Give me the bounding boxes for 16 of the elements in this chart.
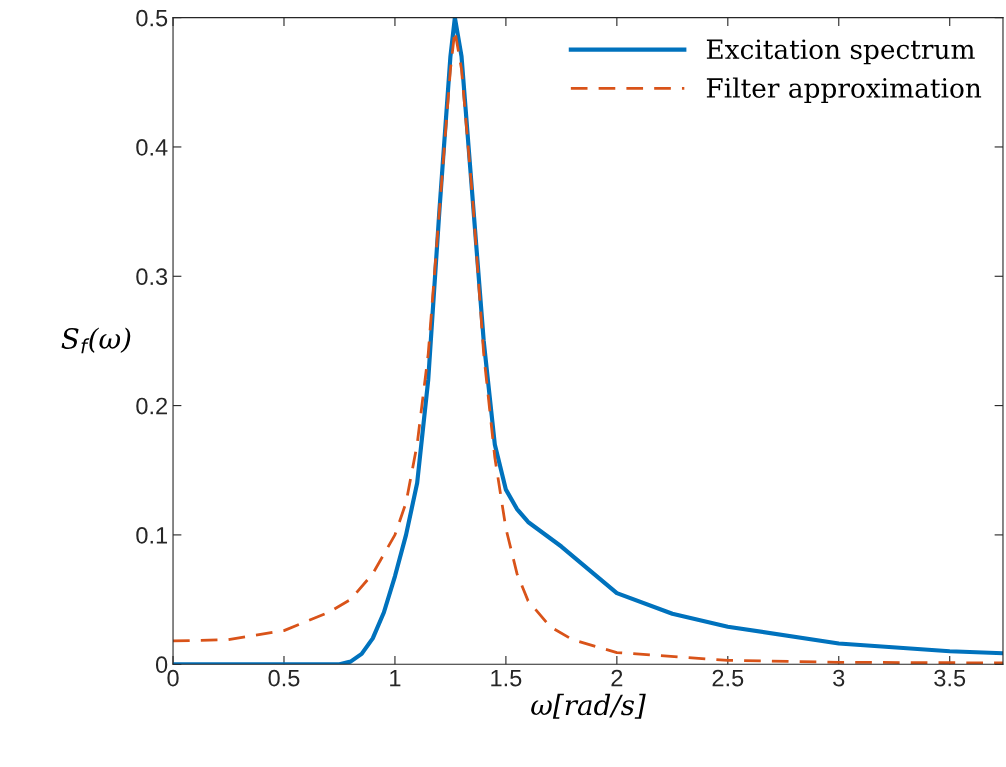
x-tick-label: 0 [167,669,179,687]
x-axis-title: ω[rad/s] [531,693,646,719]
x-tick-label: 2 [611,669,623,687]
x-tick-label: 3 [833,669,845,687]
x-tick-label: 3.5 [934,669,966,687]
x-tick-label: 0.5 [268,669,300,687]
x-tick-label: 2.5 [712,669,744,687]
y-tick-label: 0.4 [136,139,168,156]
y-tick-label: 0 [155,656,168,674]
y-tick-label: 0.2 [136,397,167,415]
y-tick-label: 0.1 [136,526,168,544]
y-axis-title: S$_{f}$(ω) [61,327,131,354]
x-tick-label: 1 [390,669,401,687]
y-tick-label: 0.3 [136,268,168,286]
x-tick-label: 1.5 [491,669,522,687]
y-tick-label: 0.5 [136,9,168,27]
